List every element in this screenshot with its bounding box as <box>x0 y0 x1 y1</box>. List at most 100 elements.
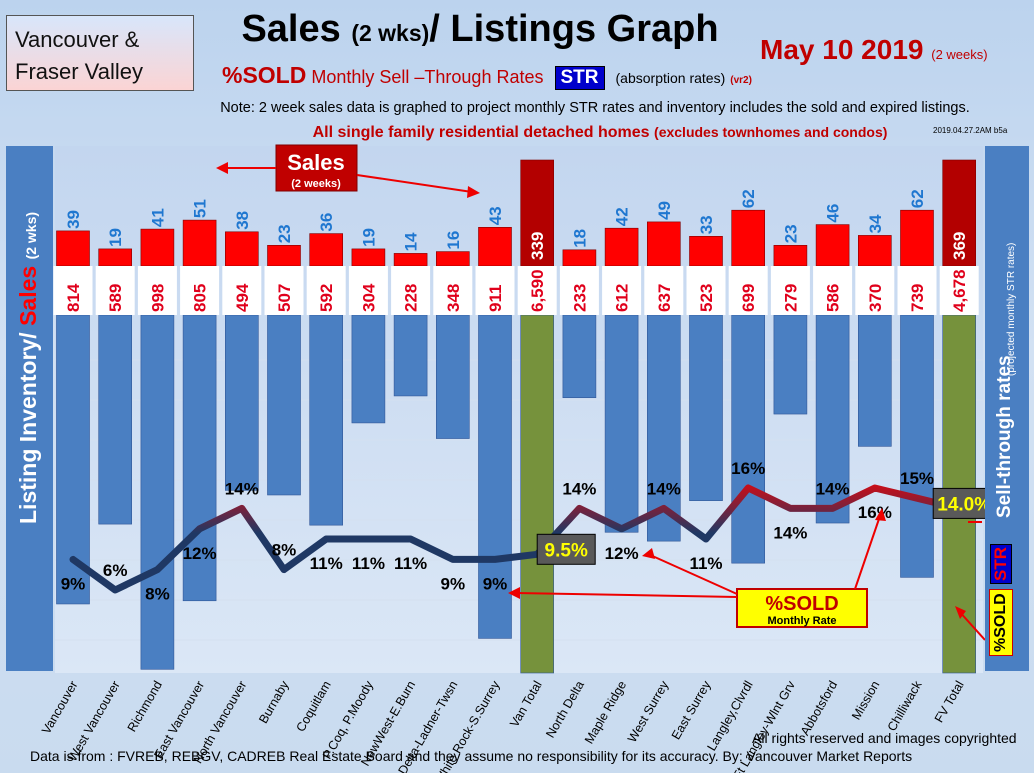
listing-label: 348 <box>444 284 463 312</box>
label-band <box>559 266 599 315</box>
listing-bar <box>351 314 386 424</box>
category-label: Van Total <box>507 679 545 730</box>
region-label-box: Vancouver & Fraser Valley <box>6 15 194 91</box>
sales-bar <box>604 227 639 267</box>
listing-label: 612 <box>613 284 632 312</box>
pct-label: 15% <box>900 469 934 488</box>
label-band <box>686 266 726 315</box>
listing-label: 637 <box>655 284 674 312</box>
category-label: Chilliwack <box>885 678 925 734</box>
sales-label: 23 <box>781 224 800 243</box>
date-text: May 10 2019 <box>760 34 924 65</box>
listing-bar <box>604 314 639 533</box>
sales-bar <box>225 231 259 267</box>
left-axis-inventory: Listing Inventory/ <box>15 332 41 524</box>
label-band <box>644 266 684 315</box>
pct-label: 16% <box>858 503 892 522</box>
listing-bar <box>773 314 808 415</box>
sales-bar <box>140 228 175 267</box>
listing-bar <box>815 314 850 524</box>
subtitle-sell-through: Monthly Sell –Through Rates <box>311 67 544 87</box>
label-band <box>602 266 642 315</box>
label-band <box>475 266 515 315</box>
sales-bar <box>773 245 808 267</box>
sales-label: 43 <box>486 206 505 225</box>
category-label: Mission <box>849 678 882 722</box>
sales-label: 19 <box>359 228 378 247</box>
callout-arrow <box>854 515 881 590</box>
label-band <box>264 266 304 315</box>
chart-subtitle: %SOLD Monthly Sell –Through Rates STR (a… <box>222 62 752 91</box>
listing-bar <box>309 314 344 526</box>
arrowhead <box>955 606 966 619</box>
listing-label: 4,678 <box>950 269 969 312</box>
arrowhead <box>642 548 655 559</box>
right-pct-sold-badge: %SOLD <box>989 589 1013 656</box>
arrowhead <box>508 587 520 599</box>
left-axis-sales: Sales <box>15 265 41 326</box>
listing-label: 739 <box>908 284 927 312</box>
listing-bar <box>267 314 301 496</box>
report-date: May 10 2019 (2 weeks) <box>760 34 988 66</box>
sales-bar <box>435 251 470 267</box>
total-pct-box <box>536 533 596 565</box>
pct-label: 16% <box>731 459 765 478</box>
listing-label: 911 <box>486 285 505 312</box>
category-label: Vancouver <box>39 679 81 737</box>
pct-sold-callout-sub: Monthly Rate <box>767 615 836 627</box>
str-badge: STR <box>554 66 605 91</box>
listing-label: 586 <box>824 284 843 312</box>
sales-label: 18 <box>570 229 589 248</box>
arrowhead <box>467 186 480 198</box>
left-axis-period: (2 wks) <box>23 211 39 260</box>
listing-label: 805 <box>191 284 210 312</box>
sales-label: 39 <box>64 210 83 229</box>
pct-label: 11% <box>352 554 385 573</box>
pct-label: 9% <box>441 574 466 593</box>
sales-label: 14 <box>402 232 421 251</box>
sales-label: 34 <box>866 214 885 233</box>
listing-label: 370 <box>866 284 885 312</box>
sales-label: 19 <box>106 228 125 247</box>
copyright-note: All rights reserved and images copyright… <box>752 730 1017 746</box>
listing-label: 507 <box>275 284 294 312</box>
pct-label: 14% <box>647 479 681 498</box>
scope-main: All single family residential detached h… <box>312 124 650 141</box>
label-band <box>53 266 93 315</box>
label-band <box>939 266 979 315</box>
chart-note: Note: 2 week sales data is graphed to pr… <box>220 100 970 116</box>
label-band <box>306 266 346 315</box>
listing-bar <box>857 314 892 447</box>
label-band <box>137 266 177 315</box>
sales-bar <box>900 209 934 267</box>
category-label: Burnaby <box>256 678 292 726</box>
callout-arrow <box>356 174 473 193</box>
sales-label: 33 <box>697 215 716 234</box>
sales-label: 51 <box>191 199 210 218</box>
category-label: Maple Ridge <box>582 678 629 746</box>
sales-label: 369 <box>950 232 969 260</box>
label-band <box>728 266 768 315</box>
category-label: Coquitlam <box>294 679 334 735</box>
listing-label: 304 <box>359 283 378 312</box>
label-band <box>433 266 473 315</box>
listing-bar <box>56 314 90 605</box>
sales-callout-label: Sales <box>287 150 345 175</box>
pct-label: 11% <box>689 554 722 573</box>
pct-label: 8% <box>145 585 170 604</box>
sales-bar <box>478 227 512 267</box>
pct-label: 11% <box>310 554 343 573</box>
listing-label: 279 <box>781 284 800 312</box>
listing-label: 228 <box>402 284 421 312</box>
arrowhead <box>216 162 228 174</box>
listing-bar <box>182 314 217 602</box>
pct-label: 11% <box>394 554 427 573</box>
sales-label: 49 <box>655 201 674 220</box>
category-label: Abbotsford <box>798 678 840 737</box>
listing-bar <box>225 314 259 491</box>
right-axis-panel: Sell-through rates (projected monthly ST… <box>985 146 1029 671</box>
callout-arrow <box>647 553 738 595</box>
callout-arrow <box>515 592 738 598</box>
listing-bar <box>140 314 175 670</box>
